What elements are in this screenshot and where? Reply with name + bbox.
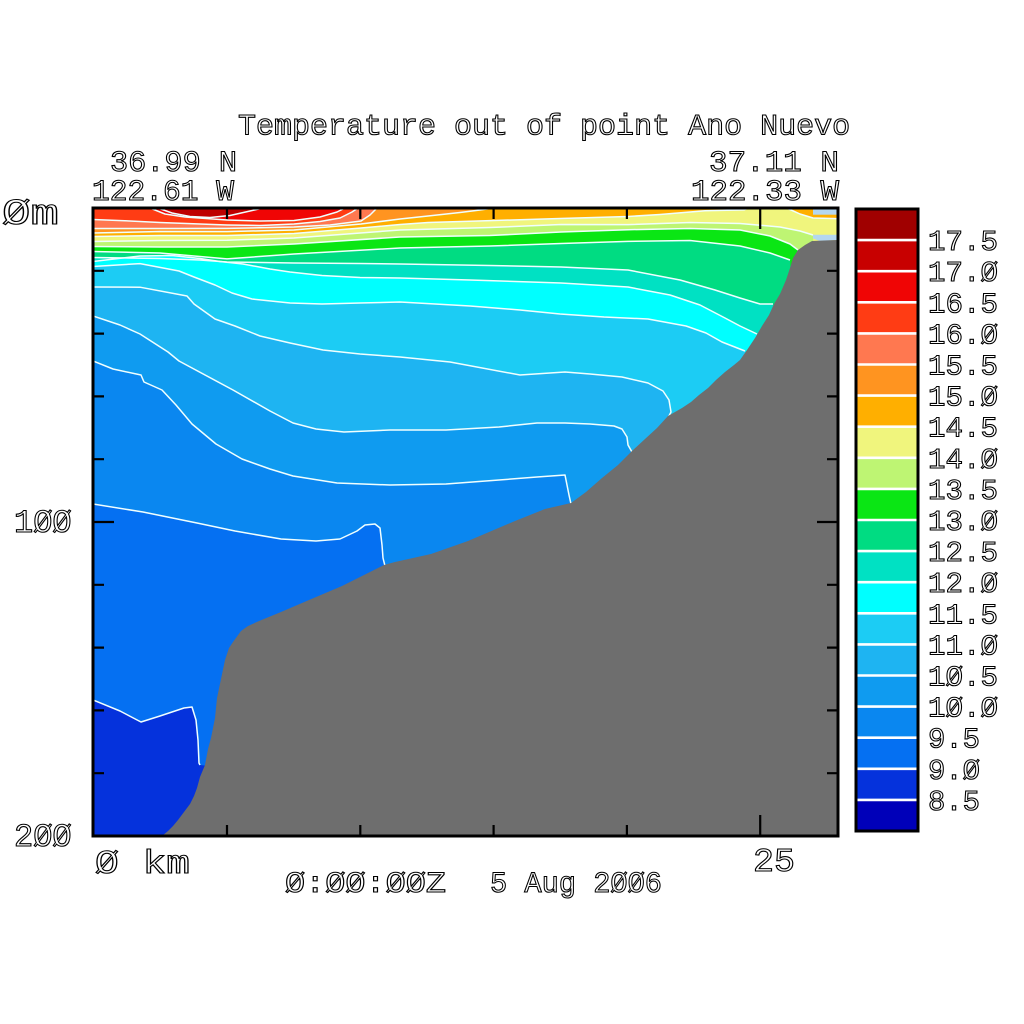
- svg-text:16.5: 16.5: [928, 288, 998, 321]
- svg-text:1Ø.5: 1Ø.5: [928, 662, 998, 695]
- svg-text:15.Ø: 15.Ø: [928, 382, 998, 415]
- svg-text:122.33 W: 122.33 W: [691, 176, 839, 210]
- svg-text:14.5: 14.5: [928, 413, 998, 446]
- svg-text:1Ø.Ø: 1Ø.Ø: [928, 693, 998, 726]
- svg-text:Ø:ØØ:ØØZ: Ø:ØØ:ØØZ: [285, 868, 446, 902]
- svg-text:37.11 N: 37.11 N: [709, 147, 839, 181]
- svg-text:11.5: 11.5: [928, 599, 998, 632]
- svg-text:11.Ø: 11.Ø: [928, 630, 998, 663]
- svg-text:12.5: 12.5: [928, 537, 998, 570]
- svg-text:13.5: 13.5: [928, 475, 998, 508]
- svg-text:15.5: 15.5: [928, 351, 998, 384]
- svg-text:122.61 W: 122.61 W: [92, 176, 234, 210]
- svg-text:Temperature out of point Ano N: Temperature out of point Ano Nuevo: [238, 111, 850, 145]
- svg-text:1ØØ: 1ØØ: [14, 505, 72, 542]
- svg-text:Ø km: Ø km: [95, 846, 190, 883]
- svg-text:17.Ø: 17.Ø: [928, 257, 998, 290]
- svg-text:5 Aug 2ØØ6: 5 Aug 2ØØ6: [490, 868, 662, 902]
- svg-text:9.Ø: 9.Ø: [928, 755, 980, 788]
- svg-text:17.5: 17.5: [928, 226, 998, 259]
- svg-text:9.5: 9.5: [928, 724, 980, 757]
- svg-text:13.Ø: 13.Ø: [928, 506, 998, 539]
- svg-text:16.Ø: 16.Ø: [928, 319, 998, 352]
- svg-text:36.99 N: 36.99 N: [110, 147, 237, 181]
- svg-text:25: 25: [753, 844, 795, 881]
- svg-text:14.Ø: 14.Ø: [928, 444, 998, 477]
- svg-text:8.5: 8.5: [928, 786, 980, 819]
- svg-text:2ØØ: 2ØØ: [14, 819, 72, 856]
- svg-text:Øm: Øm: [2, 194, 59, 235]
- svg-text:12.Ø: 12.Ø: [928, 568, 998, 601]
